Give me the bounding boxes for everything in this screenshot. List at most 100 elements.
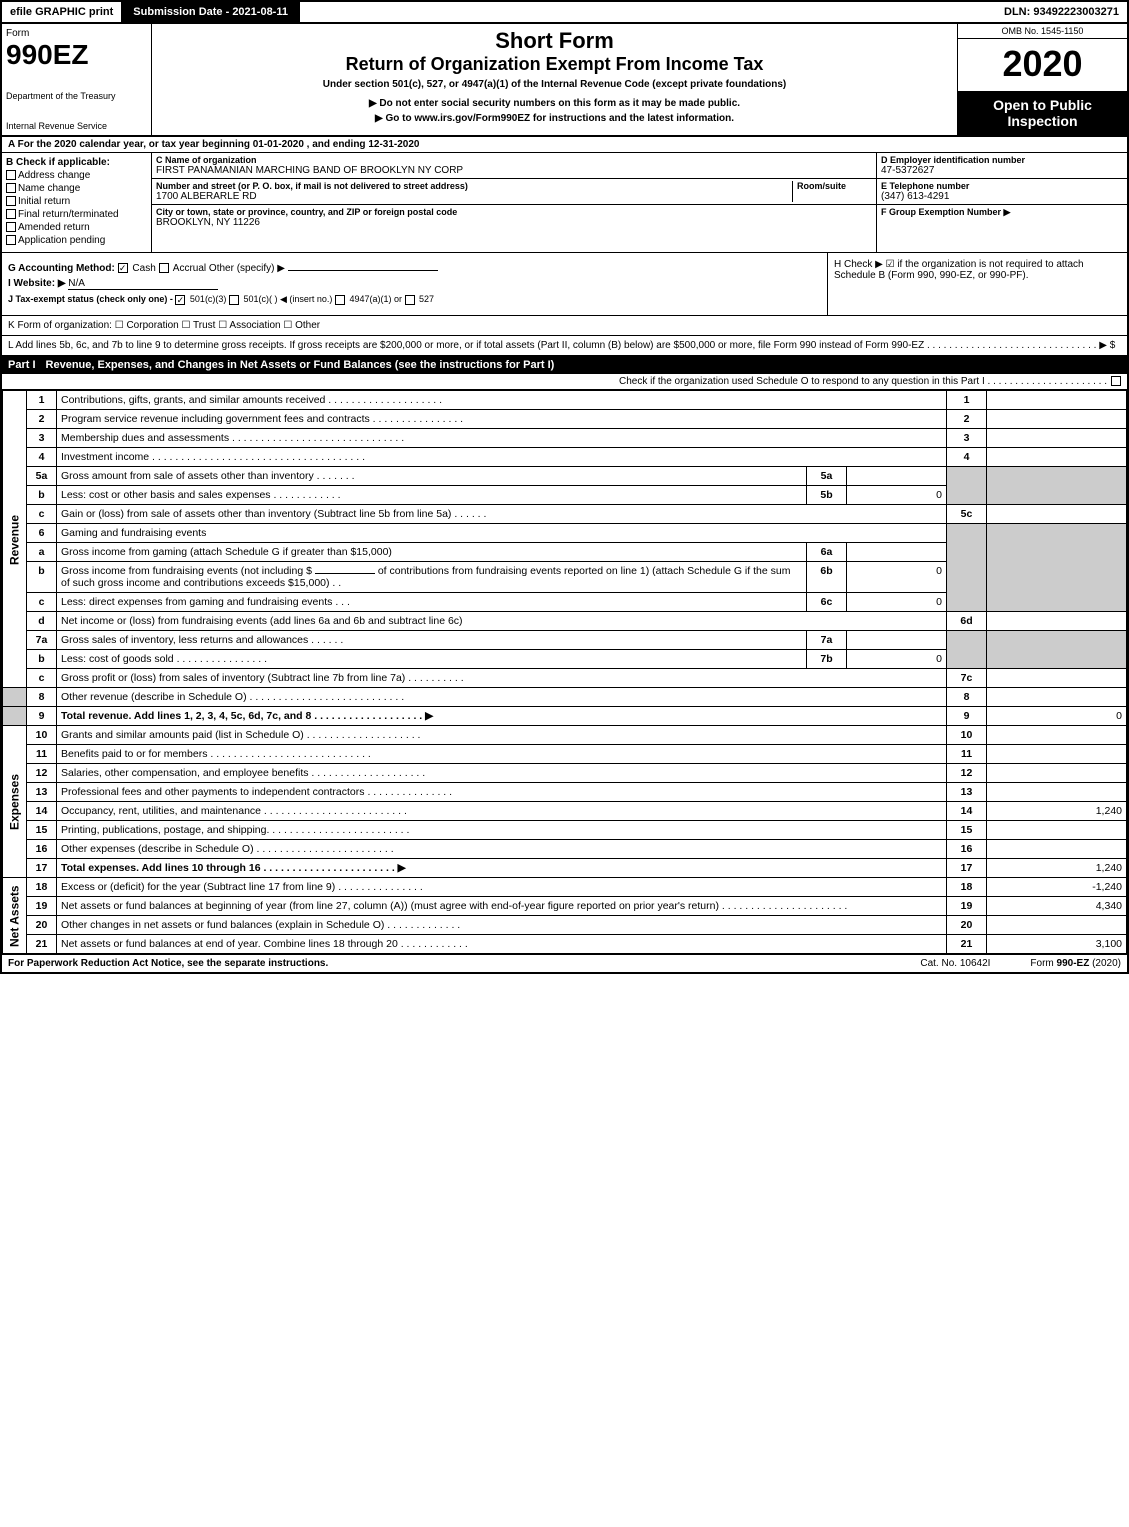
rnum-11: 11 [947,745,987,764]
form-990ez-page: efile GRAPHIC print Submission Date - 20… [0,0,1129,974]
rnum-17: 17 [947,859,987,878]
dept-treasury: Department of the Treasury [6,91,147,101]
amt-5c [987,505,1127,524]
g-label: G Accounting Method: [8,263,115,274]
amt-11 [987,745,1127,764]
amt-13 [987,783,1127,802]
shaded-5-amt [987,467,1127,505]
line-6b-text: Gross income from fundraising events (no… [57,562,807,593]
cb-4947[interactable] [335,295,345,305]
lnum-12: 12 [27,764,57,783]
cb-501c3[interactable] [175,295,185,305]
rnum-3: 3 [947,429,987,448]
cb-initial-return[interactable]: Initial return [6,196,147,207]
lnum-8: 8 [27,688,57,707]
lnum-11: 11 [27,745,57,764]
section-bcdef: B Check if applicable: Address change Na… [2,153,1127,253]
e-tel-hdr: E Telephone number [881,181,1123,191]
telephone: (347) 613-4291 [881,191,1123,202]
line-7b-text: Less: cost of goods sold . . . . . . . .… [57,650,807,669]
lnum-7a: 7a [27,631,57,650]
revenue-table: Revenue 1 Contributions, gifts, grants, … [2,390,1127,954]
part1-checkbox[interactable] [1111,376,1121,386]
lnum-6: 6 [27,524,57,543]
line-6-text: Gaming and fundraising events [57,524,947,543]
line-3-text: Membership dues and assessments . . . . … [57,429,947,448]
rnum-18: 18 [947,878,987,897]
irs-link[interactable]: ▶ Go to www.irs.gov/Form990EZ for instru… [160,113,949,124]
website-value: N/A [68,278,218,290]
part-1-sub: Check if the organization used Schedule … [2,374,1127,390]
cb-527[interactable] [405,295,415,305]
snum-5b: 5b [807,486,847,505]
amt-12 [987,764,1127,783]
line-4-text: Investment income . . . . . . . . . . . … [57,448,947,467]
lnum-5c: c [27,505,57,524]
samt-6c: 0 [847,593,947,612]
amt-21: 3,100 [987,935,1127,954]
line-15-text: Printing, publications, postage, and shi… [57,821,947,840]
f-group-hdr: F Group Exemption Number ▶ [881,207,1123,218]
line-10-text: Grants and similar amounts paid (list in… [57,726,947,745]
lnum-17: 17 [27,859,57,878]
lnum-18: 18 [27,878,57,897]
amt-16 [987,840,1127,859]
rev-spacer [3,688,27,707]
efile-label[interactable]: efile GRAPHIC print [2,2,121,22]
amt-2 [987,410,1127,429]
org-name: FIRST PANAMANIAN MARCHING BAND OF BROOKL… [156,165,872,176]
cb-cash[interactable] [118,263,128,273]
lnum-16: 16 [27,840,57,859]
d-ein-hdr: D Employer identification number [881,155,1123,165]
c-street-hdr: Number and street (or P. O. box, if mail… [156,181,792,191]
samt-7a [847,631,947,650]
amt-1 [987,391,1127,410]
cb-501c[interactable] [229,295,239,305]
cb-amended[interactable]: Amended return [6,222,147,233]
rnum-1: 1 [947,391,987,410]
j-label: J Tax-exempt status (check only one) - [8,294,173,304]
cb-name-change[interactable]: Name change [6,183,147,194]
c-name-hdr: C Name of organization [156,155,872,165]
amt-8 [987,688,1127,707]
form-label: Form [6,28,147,39]
form-title: Return of Organization Exempt From Incom… [160,54,949,75]
shaded-6 [947,524,987,612]
shaded-7-amt [987,631,1127,669]
section-c: C Name of organization FIRST PANAMANIAN … [152,153,877,252]
cb-accrual[interactable] [159,263,169,273]
form-number: 990EZ [6,39,147,71]
ein: 47-5372627 [881,165,1123,176]
line-6a-text: Gross income from gaming (attach Schedul… [57,543,807,562]
samt-6a [847,543,947,562]
samt-5b: 0 [847,486,947,505]
line-20-text: Other changes in net assets or fund bala… [57,916,947,935]
section-def: D Employer identification number 47-5372… [877,153,1127,252]
header-center: Short Form Return of Organization Exempt… [152,24,957,135]
part-title: Revenue, Expenses, and Changes in Net As… [46,359,555,371]
cb-address-change[interactable]: Address change [6,170,147,181]
line-6d-text: Net income or (loss) from fundraising ev… [57,612,947,631]
line-11-text: Benefits paid to or for members . . . . … [57,745,947,764]
cb-pending[interactable]: Application pending [6,235,147,246]
samt-7b: 0 [847,650,947,669]
rnum-4: 4 [947,448,987,467]
shaded-5 [947,467,987,505]
amt-15 [987,821,1127,840]
line-k: K Form of organization: ☐ Corporation ☐ … [2,316,1127,336]
irs-label: Internal Revenue Service [6,121,147,131]
line-l: L Add lines 5b, 6c, and 7b to line 9 to … [2,336,1127,356]
header-right: OMB No. 1545-1150 2020 Open to Public In… [957,24,1127,135]
lnum-7b: b [27,650,57,669]
top-bar: efile GRAPHIC print Submission Date - 20… [2,2,1127,24]
line-21-text: Net assets or fund balances at end of ye… [57,935,947,954]
cb-final-return[interactable]: Final return/terminated [6,209,147,220]
dln: DLN: 93492223003271 [996,2,1127,22]
other-specify[interactable] [288,270,438,271]
line-7c-text: Gross profit or (loss) from sales of inv… [57,669,947,688]
footer-right: Form 990-EZ (2020) [1030,958,1121,969]
lnum-13: 13 [27,783,57,802]
city: BROOKLYN, NY 11226 [156,217,872,228]
lnum-4: 4 [27,448,57,467]
line-13-text: Professional fees and other payments to … [57,783,947,802]
